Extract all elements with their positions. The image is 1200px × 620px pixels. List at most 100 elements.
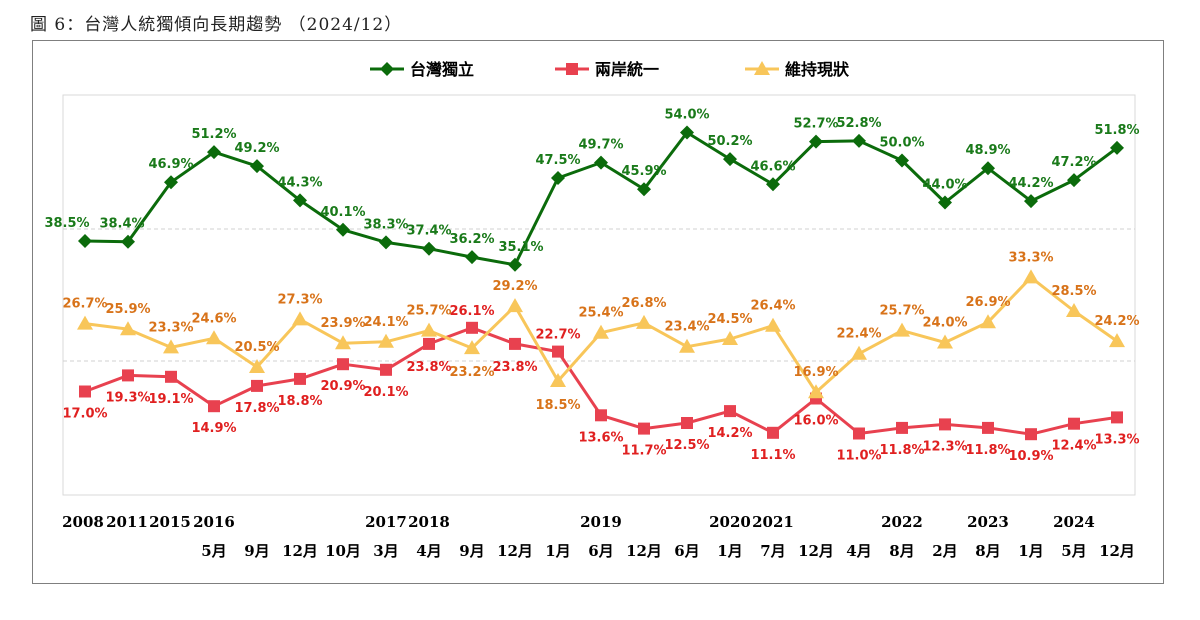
- point-0-17: [809, 134, 823, 149]
- data-label-0-14: 54.0%: [664, 108, 709, 123]
- data-label-2-3: 24.6%: [191, 311, 236, 326]
- data-label-2-14: 23.4%: [664, 320, 709, 335]
- x-month-label-3: 5月: [201, 542, 226, 560]
- x-year-label-0: 2008: [62, 513, 104, 531]
- x-month-label-17: 12月: [798, 542, 834, 560]
- data-label-0-10: 35.1%: [498, 240, 543, 255]
- data-label-2-22: 33.3%: [1008, 250, 1053, 265]
- data-label-1-1: 19.3%: [105, 390, 150, 405]
- legend-label-0: 台灣獨立: [410, 60, 474, 79]
- x-month-label-6: 10月: [325, 542, 361, 560]
- x-month-label-14: 6月: [674, 542, 699, 560]
- data-label-1-17: 16.0%: [793, 414, 838, 429]
- data-label-1-5: 18.8%: [277, 394, 322, 409]
- point-0-7: [379, 235, 393, 250]
- point-2-6: [335, 335, 351, 350]
- data-label-1-14: 12.5%: [664, 438, 709, 453]
- point-1-22: [1025, 428, 1037, 441]
- data-label-2-10: 29.2%: [492, 279, 537, 294]
- point-2-20: [937, 334, 953, 349]
- data-label-2-15: 24.5%: [707, 312, 752, 327]
- data-label-1-4: 17.8%: [234, 401, 279, 416]
- data-label-2-7: 24.1%: [363, 315, 408, 330]
- point-1-4: [251, 379, 263, 392]
- point-0-0: [78, 234, 92, 248]
- data-label-2-21: 26.9%: [965, 295, 1010, 310]
- point-2-8: [421, 322, 437, 337]
- data-label-2-5: 27.3%: [277, 292, 322, 307]
- data-label-2-0: 26.7%: [62, 297, 107, 312]
- data-label-0-4: 49.2%: [234, 141, 279, 156]
- point-0-15: [723, 152, 737, 167]
- data-label-1-19: 11.8%: [879, 443, 924, 458]
- point-2-24: [1109, 333, 1125, 348]
- point-1-13: [638, 422, 650, 435]
- point-2-12: [593, 324, 609, 339]
- data-label-1-10: 23.8%: [492, 360, 537, 375]
- data-label-1-15: 14.2%: [707, 426, 752, 441]
- data-label-1-0: 17.0%: [62, 407, 107, 422]
- x-month-label-24: 12月: [1099, 542, 1135, 560]
- x-year-label-8: 2018: [408, 513, 450, 531]
- data-label-0-11: 47.5%: [535, 153, 580, 168]
- point-0-10: [508, 257, 522, 272]
- point-1-18: [853, 427, 865, 440]
- point-2-17: [808, 384, 824, 399]
- point-1-8: [423, 337, 435, 350]
- legend-label-2: 維持現狀: [785, 60, 850, 79]
- x-month-label-19: 8月: [889, 542, 914, 560]
- point-2-5: [292, 311, 308, 326]
- data-label-2-1: 25.9%: [105, 302, 150, 317]
- point-2-21: [980, 314, 996, 329]
- data-label-1-21: 11.8%: [965, 443, 1010, 458]
- point-0-4: [250, 159, 264, 174]
- legend-marker-1: [566, 63, 578, 75]
- x-month-label-5: 12月: [282, 542, 318, 560]
- x-month-label-20: 2月: [932, 542, 957, 560]
- point-0-20: [938, 195, 952, 210]
- point-1-6: [337, 358, 349, 371]
- legend-marker-0: [380, 62, 394, 76]
- data-label-0-9: 36.2%: [449, 232, 494, 247]
- x-year-label-23: 2024: [1053, 513, 1095, 531]
- point-1-9: [466, 321, 478, 334]
- data-label-1-2: 19.1%: [148, 392, 193, 407]
- data-label-2-16: 26.4%: [750, 299, 795, 314]
- data-label-0-17: 52.7%: [793, 117, 838, 132]
- x-month-label-7: 3月: [373, 542, 398, 560]
- point-1-11: [552, 345, 564, 358]
- point-1-5: [294, 372, 306, 385]
- point-0-8: [422, 241, 436, 256]
- data-label-0-0: 38.5%: [44, 216, 89, 231]
- point-0-9: [465, 250, 479, 265]
- data-label-0-24: 51.8%: [1094, 123, 1139, 138]
- data-label-2-18: 22.4%: [836, 327, 881, 342]
- point-0-21: [981, 161, 995, 176]
- data-label-2-19: 25.7%: [879, 304, 924, 319]
- x-year-label-3: 2016: [193, 513, 235, 531]
- data-label-0-23: 47.2%: [1051, 155, 1096, 170]
- data-label-1-3: 14.9%: [191, 421, 236, 436]
- data-label-0-7: 38.3%: [363, 217, 408, 232]
- data-label-0-16: 46.6%: [750, 159, 795, 174]
- point-1-12: [595, 409, 607, 422]
- point-1-21: [982, 421, 994, 434]
- data-label-1-9: 26.1%: [449, 304, 494, 319]
- data-label-1-13: 11.7%: [621, 444, 666, 459]
- data-label-0-21: 48.9%: [965, 143, 1010, 158]
- data-label-1-11: 22.7%: [535, 328, 580, 343]
- point-0-3: [207, 145, 221, 160]
- point-2-7: [378, 333, 394, 348]
- point-0-18: [852, 133, 866, 148]
- x-month-label-9: 9月: [459, 542, 484, 560]
- x-month-label-21: 8月: [975, 542, 1000, 560]
- data-label-2-11: 18.5%: [535, 398, 580, 413]
- point-0-1: [121, 234, 135, 249]
- data-label-2-20: 24.0%: [922, 316, 967, 331]
- point-0-5: [293, 193, 307, 208]
- x-year-label-12: 2019: [580, 513, 622, 531]
- data-label-0-19: 50.0%: [879, 136, 924, 151]
- point-1-2: [165, 370, 177, 383]
- x-year-label-19: 2022: [881, 513, 923, 531]
